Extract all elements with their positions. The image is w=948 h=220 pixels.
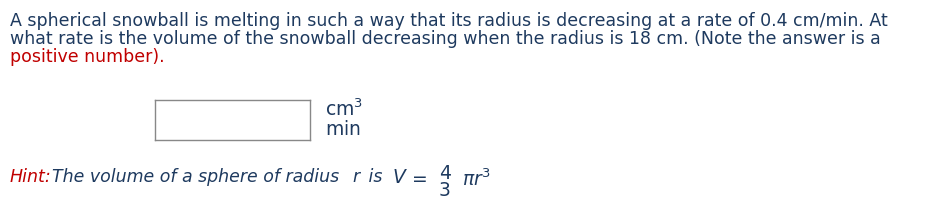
Text: A spherical snowball is melting in such a way that its radius is decreasing at a: A spherical snowball is melting in such … <box>10 12 887 30</box>
Text: $\mathrm{min}$: $\mathrm{min}$ <box>325 120 361 139</box>
Text: positive number).: positive number). <box>10 48 165 66</box>
Text: $\pi r^3$: $\pi r^3$ <box>462 168 491 189</box>
Text: what rate is the volume of the snowball decreasing when the radius is 18 cm. (No: what rate is the volume of the snowball … <box>10 30 881 48</box>
Text: $\mathrm{cm}^3$: $\mathrm{cm}^3$ <box>325 98 363 119</box>
Text: 4: 4 <box>439 164 451 183</box>
Text: The volume of a sphere of radius: The volume of a sphere of radius <box>52 168 345 186</box>
Text: 3: 3 <box>439 181 451 200</box>
Text: $ = $: $ = $ <box>408 168 428 187</box>
Text: Hint:: Hint: <box>10 168 52 186</box>
Text: r: r <box>352 168 359 186</box>
Text: $V$: $V$ <box>392 168 408 187</box>
Text: is: is <box>363 168 388 186</box>
